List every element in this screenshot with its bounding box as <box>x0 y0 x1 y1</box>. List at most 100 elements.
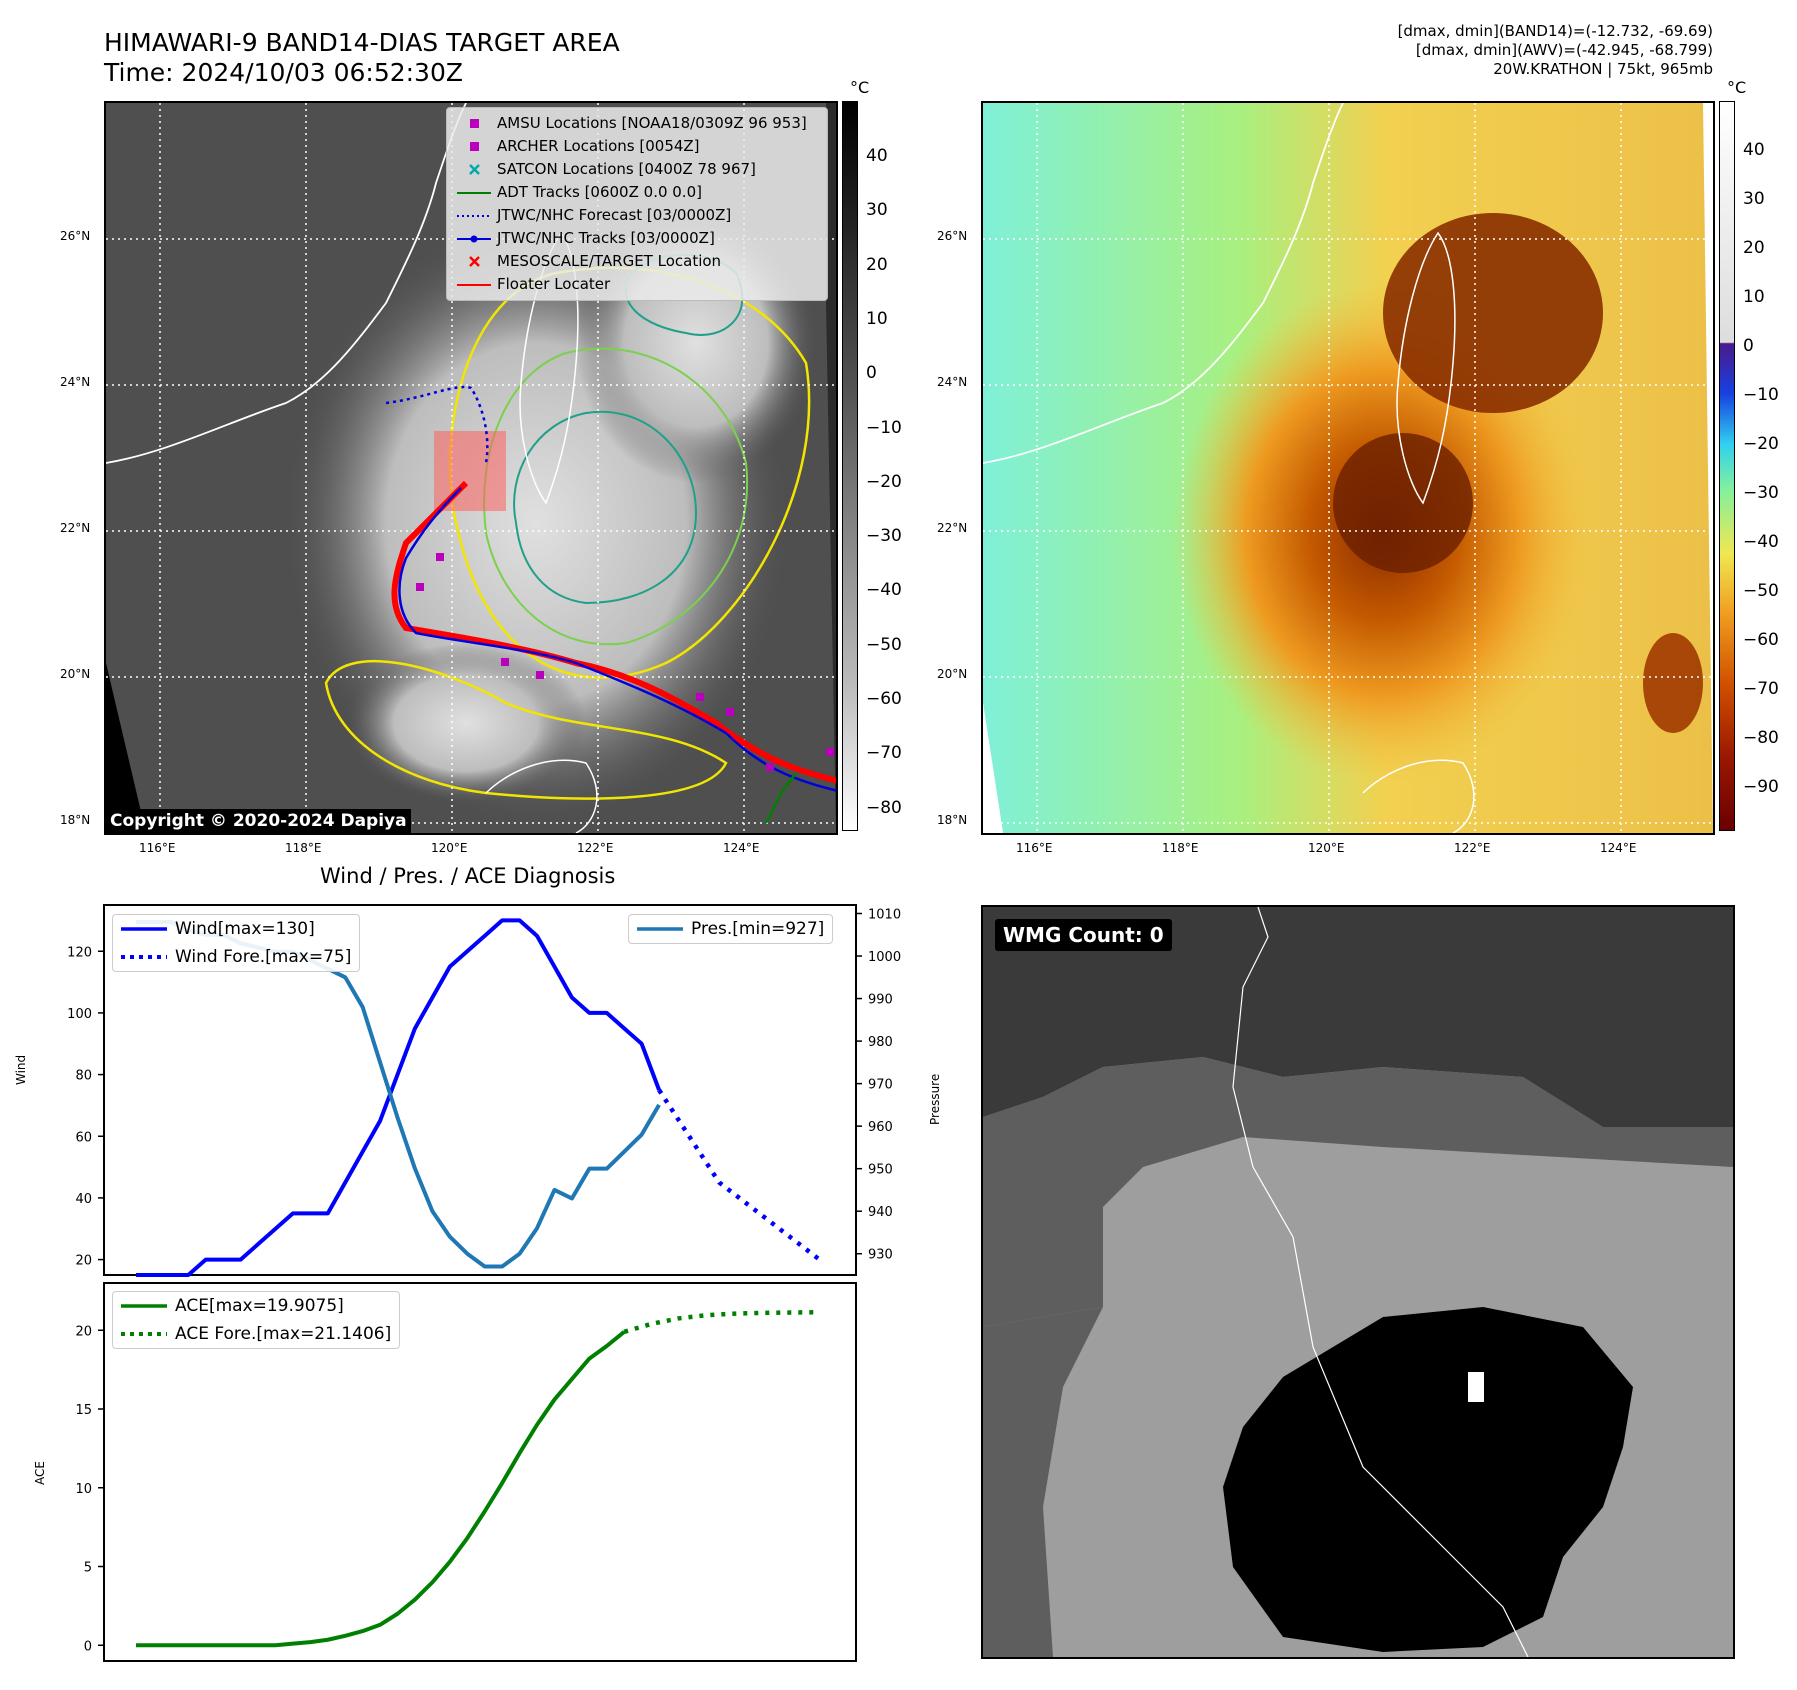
info-line-1: [dmax, dmin](BAND14)=(-12.732, -69.69) <box>1397 22 1713 40</box>
legend-marker-wind-forecast <box>121 955 167 959</box>
ir-colorbar-tick-3: 10 <box>866 308 888 329</box>
y-tick-label: 100 <box>67 1007 92 1022</box>
wind-forecast-line <box>657 1088 821 1262</box>
legend-label-floater: Floater Locater <box>497 275 611 293</box>
enhanced-colorbar-tick-13: −90 <box>1743 777 1779 797</box>
info-block: [dmax, dmin](BAND14)=(-12.732, -69.69) [… <box>1398 22 1713 79</box>
legend-label-mesoscale: MESOSCALE/TARGET Location <box>497 252 722 270</box>
enhanced-colorbar-tick-5: −10 <box>1743 385 1779 405</box>
ir-colorbar-unit: °C <box>850 78 870 97</box>
legend-marker-satcon <box>469 164 480 175</box>
contour-green-inner <box>483 347 749 646</box>
ir-lat-tick-22: 22°N <box>60 521 91 535</box>
y-tick-label: 15 <box>75 1403 92 1418</box>
ir-colorbar-tick-1: 30 <box>866 200 888 221</box>
coastline-taiwan <box>519 231 579 505</box>
jtwc-track <box>398 487 836 792</box>
ir-lat-tick-20: 20°N <box>60 667 91 681</box>
en-lon-tick-120: 120°E <box>1308 841 1345 855</box>
ir-lon-tick-118: 118°E <box>285 841 322 855</box>
legend-label-adt: ADT Tracks [0600Z 0.0 0.0] <box>497 183 702 201</box>
enhanced-gridlines <box>983 103 1713 833</box>
legend-item-adt: ADT Tracks [0600Z 0.0 0.0] <box>447 181 827 204</box>
y-tick-label: 5 <box>84 1561 92 1576</box>
legend-item-satcon: SATCON Locations [0400Z 78 967] <box>447 158 827 181</box>
pressure-axis-label: Pressure <box>928 1073 942 1125</box>
wmg-black-core <box>1223 1307 1633 1652</box>
ir-lon-tick-124: 124°E <box>723 841 760 855</box>
wmg-mid-gray <box>983 1057 1733 1327</box>
ace-legend: ACE[max=19.9075] ACE Fore.[max=21.1406] <box>112 1291 401 1349</box>
legend-item-jtwc-forecast: JTWC/NHC Forecast [03/0000Z] <box>447 204 827 227</box>
enhanced-colorbar-tick-8: −40 <box>1743 532 1779 552</box>
ir-colorbar-tick-9: −50 <box>866 634 902 655</box>
ir-colorbar-tick-10: −60 <box>866 689 902 709</box>
en-lat-tick-20: 20°N <box>937 667 968 681</box>
ir-colorbar-tick-2: 20 <box>866 254 888 275</box>
ir-lat-tick-24: 24°N <box>60 375 91 389</box>
eyewall-cold-tops <box>1333 433 1473 573</box>
en-lon-tick-118: 118°E <box>1162 841 1199 855</box>
y-tick-label: 0 <box>84 1639 92 1654</box>
adt-track <box>764 772 797 824</box>
wmg-count-badge: WMG Count: 0 <box>995 919 1172 951</box>
wind-pressure-chart: 20 40 60 80 100 120 930 940 950 960 970 980 990 1000 1… <box>67 904 901 1277</box>
legend-label-jtwc-forecast: JTWC/NHC Forecast [03/0000Z] <box>497 206 732 224</box>
ir-colorbar-tick-7: −30 <box>866 526 902 547</box>
legend-marker-ace-forecast <box>121 1332 167 1336</box>
wind-line <box>136 918 661 1277</box>
ir-map-legend: AMSU Locations [NOAA18/0309Z 96 953] ARC… <box>446 107 828 301</box>
legend-label-wind-forecast: Wind Fore.[max=75] <box>175 947 352 967</box>
y2-tick-label: 930 <box>868 1248 893 1263</box>
coastline-luzon <box>485 759 598 833</box>
enhanced-colorbar-tick-7: −30 <box>1743 483 1779 503</box>
target-location-box <box>434 431 506 511</box>
wmg-west-band <box>983 1307 1103 1657</box>
y2-tick-label: 940 <box>868 1205 893 1220</box>
contour-yellow-outer <box>448 266 811 679</box>
ir-colorbar-tick-5: −10 <box>866 417 902 438</box>
enhanced-colorbar-tick-12: −80 <box>1743 728 1779 748</box>
diagnosis-chart-title: Wind / Pres. / ACE Diagnosis <box>320 864 616 888</box>
enhanced-map-svg <box>983 103 1713 833</box>
coastline-luzon-enhanced <box>1362 759 1475 833</box>
legend-label-satcon: SATCON Locations [0400Z 78 967] <box>497 160 756 178</box>
legend-label-amsu: AMSU Locations [NOAA18/0309Z 96 953] <box>497 114 807 132</box>
y-tick-label: 120 <box>67 945 92 960</box>
y-tick-label: 20 <box>75 1254 92 1269</box>
northeast-cold-tops <box>1383 213 1603 413</box>
title-line-2: Time: 2024/10/03 06:52:30Z <box>104 58 463 87</box>
legend-label-jtwc-tracks: JTWC/NHC Tracks [03/0000Z] <box>497 229 715 247</box>
enhanced-colorbar-tick-11: −70 <box>1743 679 1779 699</box>
pressure-legend: Pres.[min=927] <box>628 914 834 944</box>
ir-colorbar <box>842 101 858 831</box>
legend-marker-amsu <box>470 119 479 128</box>
south-cloud-band <box>346 643 586 803</box>
y-tick-label: 80 <box>75 1069 92 1084</box>
ir-colorbar-tick-4: 0 <box>866 363 877 384</box>
enhanced-colorbar-tick-0: 40 <box>1743 140 1765 160</box>
y-tick-label: 10 <box>75 1482 92 1497</box>
wind-axis-label: Wind <box>14 1054 28 1085</box>
legend-marker-jtwc-tracks <box>457 235 491 243</box>
legend-label-ace: ACE[max=19.9075] <box>175 1296 344 1316</box>
legend-item-floater: Floater Locater <box>447 273 827 296</box>
info-line-3: 20W.KRATHON | 75kt, 965mb <box>1493 60 1713 78</box>
enhanced-map-panel <box>981 101 1715 835</box>
ir-colorbar-tick-11: −70 <box>866 743 902 764</box>
ir-colorbar-tick-0: 40 <box>866 146 888 166</box>
legend-item-mesoscale: MESOSCALE/TARGET Location <box>447 250 827 273</box>
legend-item-amsu: AMSU Locations [NOAA18/0309Z 96 953] <box>447 112 827 135</box>
ir-colorbar-tick-12: −80 <box>866 797 902 818</box>
ir-lon-tick-122: 122°E <box>577 841 614 855</box>
legend-ace: ACE[max=19.9075] <box>113 1292 399 1320</box>
y2-tick-label: 970 <box>868 1078 893 1093</box>
legend-wind-forecast: Wind Fore.[max=75] <box>113 943 359 971</box>
en-lat-tick-18: 18°N <box>937 813 968 827</box>
en-lat-tick-24: 24°N <box>937 375 968 389</box>
enhanced-colorbar-tick-6: −20 <box>1743 434 1779 454</box>
legend-marker-mesoscale <box>469 256 480 267</box>
legend-marker-archer <box>470 142 479 151</box>
east-cold-tops <box>1643 633 1703 733</box>
legend-marker-pressure <box>637 927 683 931</box>
